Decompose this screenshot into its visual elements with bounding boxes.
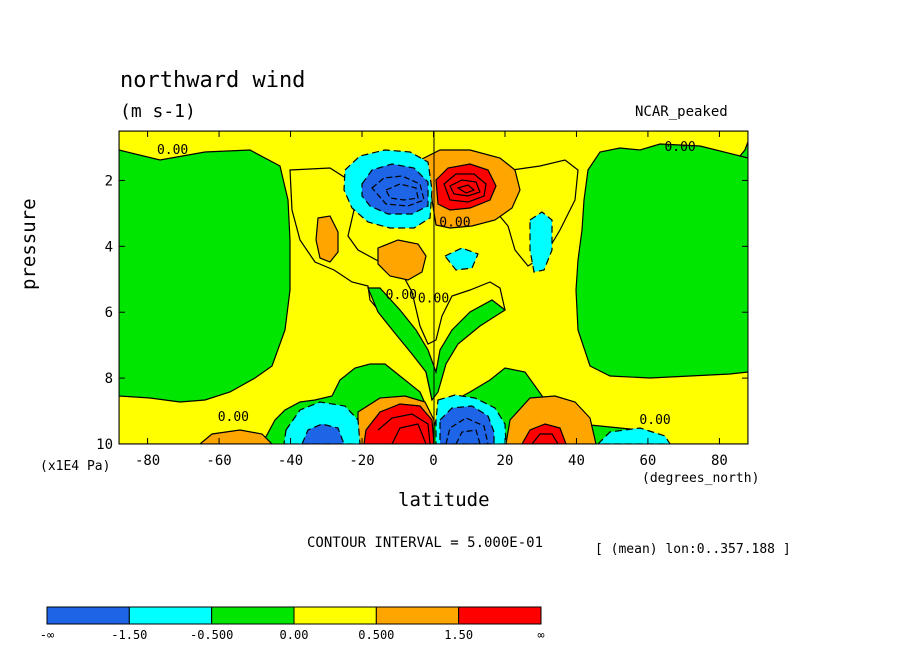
y-tick-label: 4 xyxy=(105,239,113,255)
colorbar-label: -∞ xyxy=(40,628,54,642)
x-axis-units: (degrees_north) xyxy=(642,471,760,486)
colorbar-swatch xyxy=(293,606,377,625)
field-region-negative-low xyxy=(119,149,291,403)
x-tick-label: 40 xyxy=(568,453,585,469)
mean-note: [ (mean) lon:0..357.188 ] xyxy=(595,542,791,557)
x-tick-label: 20 xyxy=(497,453,514,469)
contour-label: 0.00 xyxy=(439,216,470,231)
field-region-negative-low-east xyxy=(738,141,748,159)
chart-units: (m s-1) xyxy=(120,101,196,122)
core-contour-lines xyxy=(371,131,559,444)
contour-label: 0.00 xyxy=(218,410,249,425)
colorbar-label: -1.50 xyxy=(111,628,147,642)
field-region-negative-high-3 xyxy=(301,423,345,444)
colorbar-label: -0.500 xyxy=(190,628,233,642)
contour-label: 0.00 xyxy=(386,288,417,303)
field-region-positive-mid-6 xyxy=(199,429,273,444)
field-region-negative-mid-6 xyxy=(597,427,671,444)
x-tick-label: 80 xyxy=(711,453,728,469)
dataset-name: NCAR_peaked xyxy=(635,104,728,120)
field-region-negative-high xyxy=(361,163,429,215)
chart-title: northward wind xyxy=(120,68,306,93)
y-tick-label: 8 xyxy=(105,371,113,387)
contour-label: 0.00 xyxy=(157,143,188,158)
y-tick-label: 10 xyxy=(96,437,113,453)
y-axis-units: (x1E4 Pa) xyxy=(40,459,111,474)
field-region-negative-low-center xyxy=(367,287,507,402)
field-region-negative-high-2 xyxy=(439,405,495,444)
colorbar-swatch xyxy=(375,606,460,625)
field-region-positive-mid-2 xyxy=(315,215,339,263)
colorbar-swatch xyxy=(211,606,295,625)
colorbar-swatch xyxy=(46,606,130,625)
contour-label: 0.00 xyxy=(639,413,670,428)
colorbar-label: 0.00 xyxy=(280,628,309,642)
contour-label: 0.00 xyxy=(418,291,449,306)
contour-label: 0.00 xyxy=(664,140,695,155)
y-tick-label: 6 xyxy=(105,305,113,321)
x-tick-label: -60 xyxy=(206,453,231,469)
x-tick-label: -40 xyxy=(278,453,303,469)
contour-interval: CONTOUR INTERVAL = 5.000E-01 xyxy=(307,535,544,551)
colorbar-label: ∞ xyxy=(537,628,544,642)
field-region-negative-mid-4 xyxy=(529,211,553,273)
x-tick-label: -80 xyxy=(135,453,160,469)
x-tick-label: 60 xyxy=(640,453,657,469)
field-region-negative-mid-3 xyxy=(283,401,361,444)
x-axis-label: latitude xyxy=(398,489,490,511)
y-tick-label: 2 xyxy=(105,173,113,189)
colorbar-swatch xyxy=(458,606,542,625)
colorbar-swatch xyxy=(128,606,213,625)
colorbar-label: 1.50 xyxy=(444,628,473,642)
x-tick-label: 0 xyxy=(429,453,437,469)
field-region-positive-mid-3 xyxy=(377,239,427,281)
field-region-positive-high xyxy=(435,163,497,211)
field-region-negative-mid-5 xyxy=(444,247,479,271)
colorbar-label: 0.500 xyxy=(358,628,394,642)
field-region-positive-high-2 xyxy=(363,403,435,444)
x-tick-label: -20 xyxy=(349,453,374,469)
